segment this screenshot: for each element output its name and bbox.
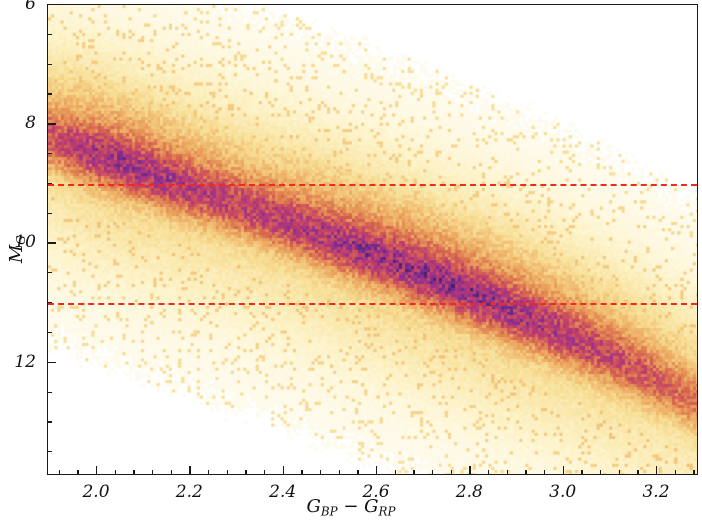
x-tick-minor (245, 470, 247, 475)
y-tick-minor (47, 33, 52, 35)
x-tick-major-3 (376, 466, 378, 475)
x-tick-minor (301, 470, 303, 475)
x-tick-major-0 (96, 466, 98, 475)
x-tick-minor (357, 470, 359, 475)
x-tick-major-5 (562, 466, 565, 475)
x-tick-minor (544, 470, 546, 475)
x-tick-major-2 (282, 466, 285, 475)
x-tick-minor (413, 470, 415, 475)
x-axis-title-minus: − (337, 496, 365, 517)
y-axis-title: MG (6, 219, 28, 279)
x-tick-minor (152, 470, 154, 475)
y-tick-major-1 (47, 123, 56, 125)
y-tick-minor (47, 153, 52, 155)
y-axis-title-m: M (5, 244, 27, 264)
x-tick-major-6 (656, 466, 658, 475)
x-axis-title-g1: G (306, 496, 321, 517)
x-tick-minor (133, 470, 135, 475)
x-tick-label-2: 2.4 (269, 482, 297, 502)
density-heatmap (48, 5, 697, 474)
y-tick-minor (47, 302, 52, 304)
x-tick-minor (488, 470, 490, 475)
y-tick-major-3 (47, 361, 56, 364)
x-axis-title-sub-bp: BP (320, 504, 338, 519)
x-tick-minor (506, 470, 508, 475)
plot-area (47, 4, 698, 475)
x-tick-major-4 (469, 466, 471, 475)
y-tick-label-2: 10 (14, 232, 36, 253)
x-tick-minor (637, 470, 639, 475)
y-tick-minor (47, 391, 52, 393)
x-tick-minor (77, 470, 79, 475)
y-tick-minor (47, 272, 52, 274)
x-tick-minor (170, 470, 172, 475)
y-tick-minor (47, 212, 52, 214)
x-tick-major-1 (189, 466, 191, 475)
x-tick-minor (226, 470, 228, 475)
y-tick-minor (47, 331, 52, 334)
y-tick-major-0 (47, 4, 56, 6)
x-tick-label-1: 2.2 (175, 482, 203, 502)
x-tick-label-3: 2.6 (362, 482, 390, 502)
y-tick-label-0: 6 (25, 0, 36, 14)
x-tick-label-5: 3.0 (549, 482, 577, 502)
y-axis-title-sub-g: G (14, 235, 29, 245)
y-tick-minor (47, 93, 52, 95)
y-tick-label-1: 8 (25, 113, 36, 134)
x-tick-minor (674, 470, 676, 475)
x-tick-label-6: 3.2 (642, 482, 670, 502)
x-tick-minor (264, 470, 266, 475)
y-tick-minor (47, 182, 52, 185)
y-tick-minor (47, 63, 52, 65)
x-tick-minor (58, 470, 60, 475)
x-tick-minor (693, 470, 695, 475)
x-tick-minor (320, 470, 322, 475)
x-tick-minor (394, 470, 396, 475)
x-tick-label-0: 2.0 (82, 482, 110, 502)
x-tick-minor (450, 470, 452, 475)
x-axis-title: GBP − GRP (0, 496, 702, 518)
x-tick-minor (618, 470, 620, 475)
y-tick-label-3: 12 (14, 351, 36, 372)
x-tick-minor (338, 470, 340, 475)
x-axis-title-sub-rp: RP (378, 504, 396, 519)
y-tick-minor (47, 451, 52, 453)
x-tick-minor (525, 470, 527, 475)
x-tick-minor (432, 470, 434, 475)
y-tick-major-2 (47, 242, 56, 244)
x-tick-label-4: 2.8 (455, 482, 483, 502)
x-tick-minor (114, 470, 116, 475)
x-tick-minor (600, 470, 602, 475)
x-axis-title-g2: G (364, 496, 379, 517)
x-tick-minor (208, 470, 210, 475)
y-tick-minor (47, 421, 52, 423)
x-tick-minor (581, 470, 583, 475)
